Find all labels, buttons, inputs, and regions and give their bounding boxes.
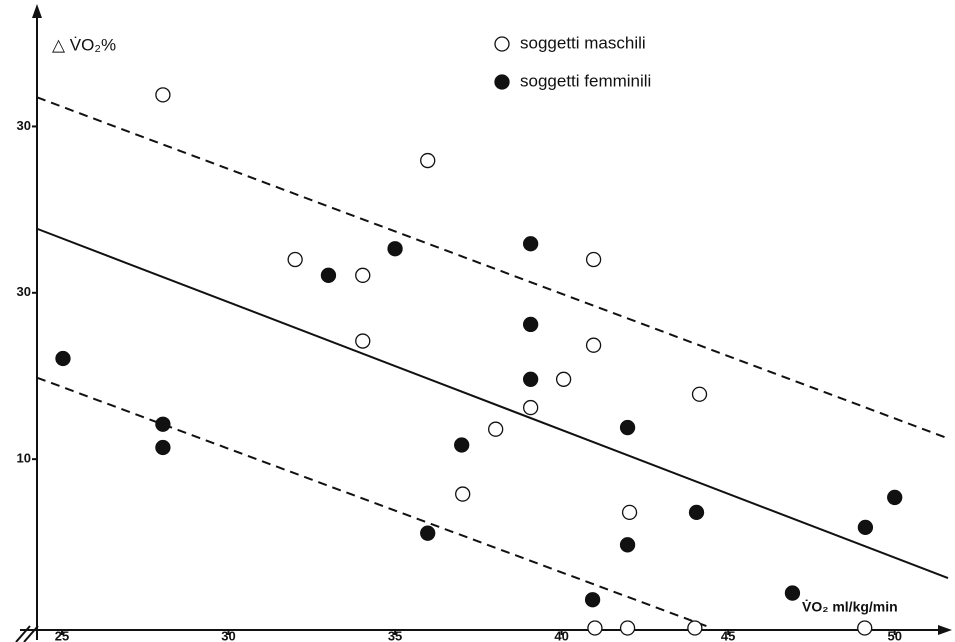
point <box>420 152 436 169</box>
point <box>585 251 602 268</box>
legend-label: soggetti maschili <box>520 33 646 52</box>
x-tick-label: 50 <box>887 628 901 642</box>
point <box>420 525 436 541</box>
y-tick-label: 10 <box>17 451 31 466</box>
legend-label: soggetti femminili <box>520 71 651 90</box>
y-tick-label: 30 <box>17 118 31 133</box>
x-tick-label: 30 <box>221 628 235 642</box>
point <box>355 333 371 349</box>
point <box>887 489 903 506</box>
point <box>691 386 708 402</box>
x-axis-label: V̇O₂ ml/kg/min <box>802 599 898 615</box>
x-arrow <box>938 625 952 635</box>
point <box>522 316 539 333</box>
y-arrow <box>32 4 42 18</box>
axis-break <box>15 625 31 642</box>
point <box>454 437 470 453</box>
point <box>355 267 371 283</box>
point <box>784 585 801 601</box>
x-tick-label: 40 <box>554 628 568 642</box>
point <box>522 371 539 387</box>
point <box>857 620 873 636</box>
point <box>155 416 171 432</box>
point <box>488 421 504 437</box>
point <box>155 87 171 103</box>
x-tick-label: 45 <box>721 628 735 642</box>
point <box>619 537 636 553</box>
y-axis-label: △ V̇O₂% <box>52 35 116 54</box>
y-tick-label: 30 <box>17 284 31 299</box>
point <box>585 337 602 353</box>
point <box>555 371 572 387</box>
point <box>688 504 705 521</box>
point <box>522 236 539 252</box>
x-tick-label: 35 <box>388 628 402 642</box>
point <box>387 241 403 257</box>
point <box>522 399 539 416</box>
axis-break <box>23 625 39 642</box>
x-tick-label: 25 <box>55 628 69 642</box>
point <box>857 519 874 536</box>
point <box>621 504 638 521</box>
point <box>320 267 337 283</box>
legend-marker <box>494 36 510 52</box>
fit-line <box>36 227 949 580</box>
legend-marker <box>494 74 510 90</box>
point <box>687 620 703 636</box>
point <box>587 620 603 636</box>
fit-line <box>36 96 949 440</box>
point <box>619 620 636 636</box>
point <box>455 486 471 502</box>
point <box>55 350 71 367</box>
point <box>584 592 601 608</box>
point <box>155 439 171 456</box>
point <box>287 251 303 268</box>
fit-line <box>36 376 712 629</box>
point <box>619 419 636 436</box>
